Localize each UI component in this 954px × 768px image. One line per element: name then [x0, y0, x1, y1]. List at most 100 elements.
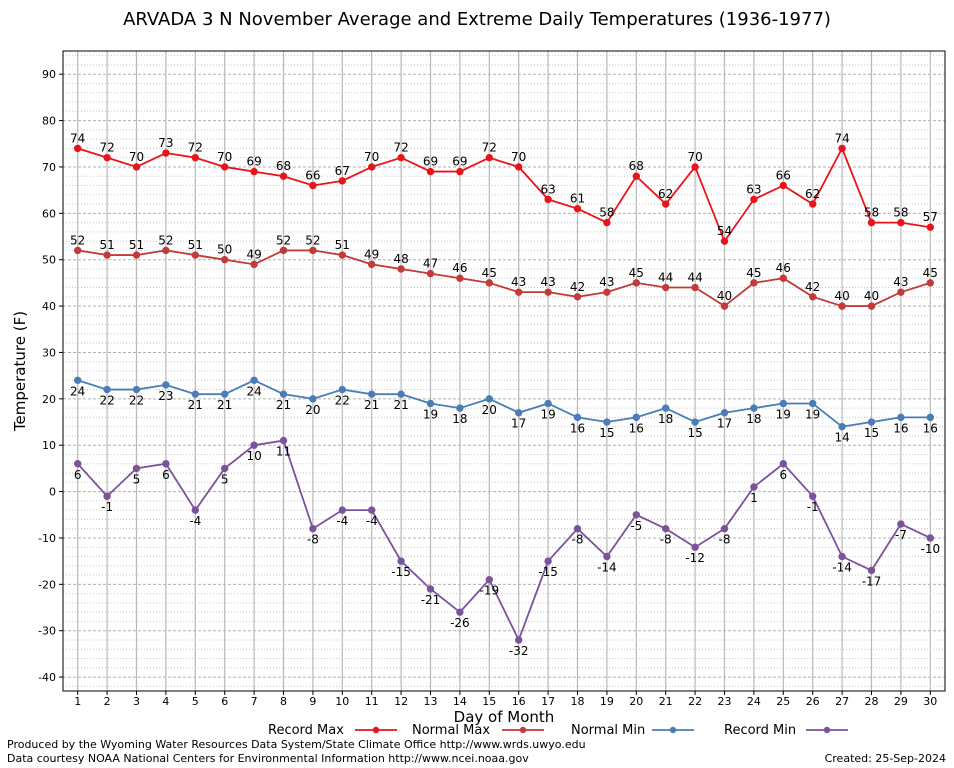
data-label-record-max: 58	[599, 206, 614, 220]
data-label-record-min: -5	[630, 519, 642, 533]
data-point-normal-min	[456, 404, 464, 412]
data-label-normal-max: 44	[687, 271, 702, 285]
data-point-record-min	[573, 524, 582, 533]
data-point-normal-min	[250, 376, 258, 384]
legend-marker-normal-max	[519, 726, 527, 734]
data-point-normal-min	[368, 390, 376, 398]
x-tick-label: 4	[162, 695, 169, 708]
data-point-record-min	[897, 520, 905, 528]
y-tick-label: 60	[42, 207, 56, 220]
y-tick-label: 80	[42, 115, 56, 128]
data-point-record-min	[867, 566, 876, 575]
data-label-normal-min: 23	[158, 389, 173, 403]
data-point-normal-min	[338, 385, 346, 394]
data-label-normal-min: 19	[776, 407, 791, 421]
data-point-record-max	[867, 218, 876, 227]
data-point-normal-max	[573, 293, 582, 301]
data-point-record-min	[456, 608, 464, 616]
legend-label-record-max: Record Max	[268, 723, 344, 738]
data-point-record-min	[309, 524, 317, 533]
x-tick-label: 15	[482, 695, 496, 708]
x-tick-label: 17	[541, 695, 555, 708]
data-label-normal-min: 18	[452, 412, 467, 426]
grid-layer	[63, 51, 945, 691]
data-point-record-min	[838, 552, 846, 561]
data-point-record-min	[368, 506, 376, 514]
data-label-normal-min: 16	[893, 421, 908, 435]
legend-label-normal-min: Normal Min	[571, 723, 645, 738]
data-point-normal-max	[897, 288, 905, 296]
data-point-normal-min	[544, 399, 552, 408]
data-point-normal-min	[603, 418, 611, 426]
data-label-normal-max: 43	[540, 275, 555, 289]
data-label-normal-max: 49	[364, 247, 379, 261]
data-point-normal-max	[544, 288, 552, 296]
data-point-record-min	[221, 464, 229, 473]
x-tick-label: 14	[453, 695, 467, 708]
data-label-record-min: -17	[862, 574, 882, 588]
data-point-record-max	[338, 177, 346, 185]
data-point-record-max	[132, 163, 141, 171]
data-point-normal-max	[720, 302, 729, 310]
data-label-record-max: 58	[864, 206, 879, 220]
data-label-normal-min: 22	[99, 394, 114, 408]
y-tick-label: 50	[42, 254, 56, 267]
x-tick-label: 29	[894, 695, 908, 708]
data-point-normal-min	[221, 390, 229, 398]
data-label-normal-max: 40	[834, 289, 849, 303]
data-point-normal-min	[515, 409, 523, 417]
credit-line-1: Produced by the Wyoming Water Resources …	[7, 738, 586, 751]
x-tick-label: 1	[74, 695, 81, 708]
data-point-record-min	[103, 492, 111, 500]
data-label-normal-min: 21	[364, 398, 379, 412]
x-tick-label: 5	[192, 695, 199, 708]
data-point-normal-min	[162, 381, 170, 389]
data-label-normal-min: 20	[305, 403, 320, 417]
data-label-normal-min: 15	[687, 426, 702, 440]
data-point-record-max	[397, 153, 405, 162]
data-point-record-min	[779, 460, 787, 468]
data-label-normal-min: 24	[246, 384, 261, 398]
data-label-normal-max: 43	[893, 275, 908, 289]
credit-line-2: Data courtesy NOAA National Centers for …	[7, 752, 529, 765]
data-point-normal-min	[309, 395, 317, 403]
x-tick-label: 3	[133, 695, 140, 708]
x-tick-label: 23	[718, 695, 732, 708]
data-label-normal-max: 46	[452, 261, 467, 275]
x-axis-label: Day of Month	[454, 708, 555, 726]
data-label-record-min: -1	[807, 500, 819, 514]
y-tick-label: 70	[42, 161, 56, 174]
data-point-record-min	[250, 441, 258, 449]
legend-marker-record-max	[372, 726, 380, 734]
data-point-record-min	[720, 524, 729, 533]
data-point-record-max	[720, 237, 729, 245]
data-label-record-min: -8	[719, 533, 731, 547]
data-point-record-max	[603, 218, 611, 227]
data-label-record-min: -7	[895, 528, 907, 542]
created-date: Created: 25-Sep-2024	[824, 752, 946, 765]
data-label-record-min: -15	[391, 565, 411, 579]
data-label-normal-min: 14	[834, 431, 849, 445]
data-point-normal-max	[279, 246, 288, 255]
data-label-record-min: 6	[779, 468, 787, 482]
data-point-normal-max	[368, 260, 376, 269]
data-label-record-min: -14	[832, 561, 852, 575]
data-label-normal-min: 18	[746, 412, 761, 426]
data-point-record-max	[485, 153, 493, 162]
data-label-normal-max: 42	[570, 280, 585, 294]
data-point-normal-max	[221, 255, 229, 264]
data-point-record-max	[279, 172, 288, 180]
x-tick-label: 16	[512, 695, 526, 708]
data-label-normal-max: 51	[129, 238, 144, 252]
data-point-record-min	[809, 492, 817, 500]
chart-title: ARVADA 3 N November Average and Extreme …	[123, 9, 831, 30]
data-label-normal-max: 52	[70, 233, 85, 247]
legend-marker-normal-min	[669, 726, 677, 734]
data-point-record-max	[662, 200, 670, 208]
data-label-record-max: 70	[364, 150, 379, 164]
data-label-record-max: 72	[482, 141, 497, 155]
data-label-record-min: 11	[276, 445, 291, 459]
data-point-normal-min	[279, 390, 288, 398]
